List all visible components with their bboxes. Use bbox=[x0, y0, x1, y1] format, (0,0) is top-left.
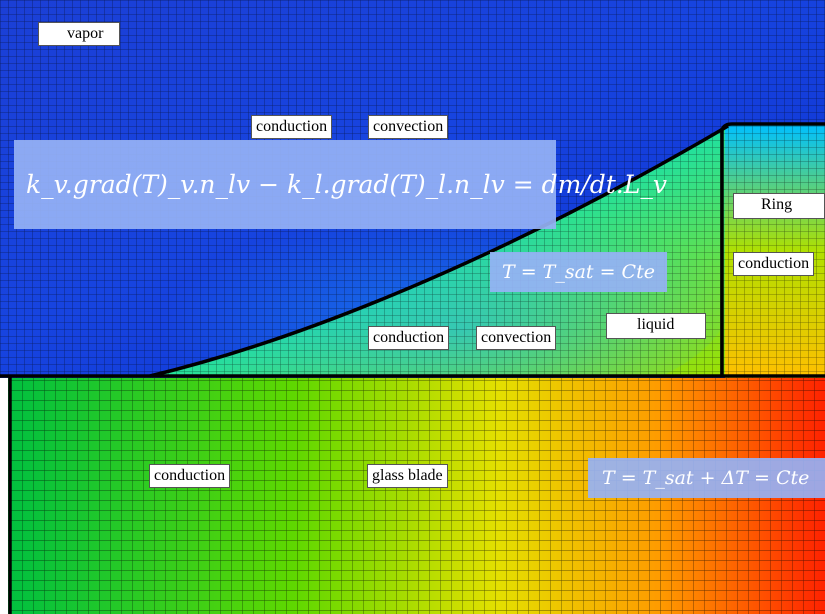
interface-balance-text: k_v.grad(T)_v.n_lv − k_l.grad(T)_l.n_lv … bbox=[26, 170, 667, 199]
liquid-label: liquid bbox=[606, 313, 706, 339]
convection-vapor-label: convection bbox=[368, 115, 449, 139]
conduction-glass-label: conduction bbox=[149, 464, 231, 488]
interface-balance-equation: k_v.grad(T)_v.n_lv − k_l.grad(T)_l.n_lv … bbox=[14, 140, 667, 229]
superheat-equation: T = T_sat + ΔT = Cte bbox=[588, 458, 825, 498]
conduction-ring-label: conduction bbox=[733, 252, 815, 276]
ring-boundary bbox=[720, 122, 825, 376]
glass-blade-label: glass blade bbox=[367, 464, 448, 488]
convection-liquid-label: convection bbox=[476, 326, 557, 350]
conduction-liquid-label: conduction bbox=[368, 326, 450, 350]
saturation-equation: T = T_sat = Cte bbox=[490, 252, 667, 292]
conduction-vapor-label: conduction bbox=[251, 115, 333, 139]
liquid-vapor-interface bbox=[149, 124, 729, 378]
glass-boundary bbox=[0, 374, 825, 614]
superheat-text: T = T_sat + ΔT = Cte bbox=[602, 467, 810, 489]
ring-label: Ring bbox=[733, 193, 825, 219]
vapor-label: vapor bbox=[38, 22, 120, 46]
saturation-text: T = T_sat = Cte bbox=[502, 261, 655, 283]
